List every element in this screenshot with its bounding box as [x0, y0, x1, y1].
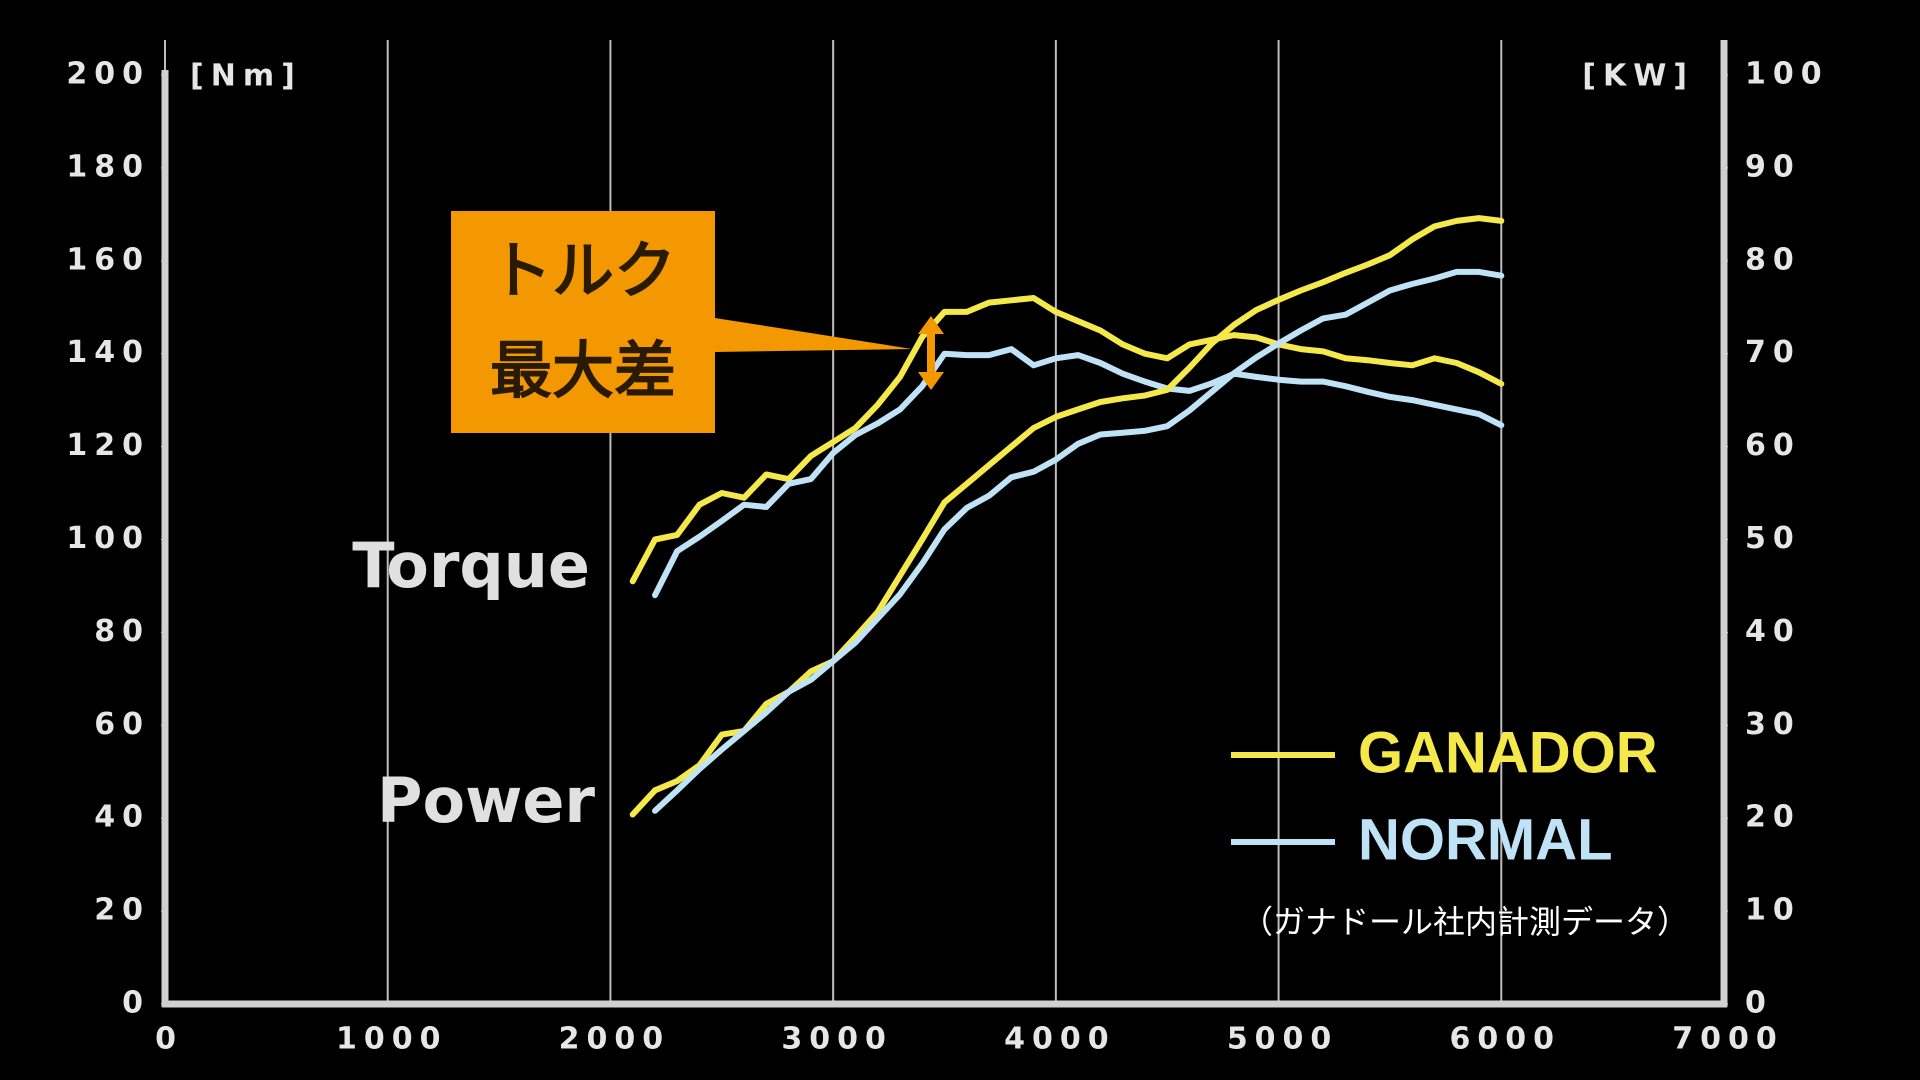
torque-label: Torque [352, 529, 590, 602]
power-label: Power [377, 764, 595, 837]
y-unit: [Nm] [190, 59, 302, 94]
difference-arrow [918, 316, 944, 390]
y2-tick-label: 50 [1745, 521, 1801, 556]
series-line [629, 215, 1505, 818]
y-tick-label: 180 [66, 149, 150, 184]
x-tick-label: 5000 [1227, 1022, 1339, 1057]
y2-tick-label: 100 [1745, 57, 1829, 92]
x-tick-label: 6000 [1450, 1022, 1562, 1057]
y-tick-label: 60 [94, 707, 150, 742]
legend-label: GANADOR [1358, 720, 1658, 785]
y2-tick-label: 40 [1745, 614, 1801, 649]
legend-label: NORMAL [1358, 807, 1613, 872]
x-tick-label: 0 [155, 1022, 183, 1057]
y-tick-label: 20 [94, 893, 150, 928]
y2-tick-label: 10 [1745, 893, 1801, 928]
y-tick-label: 100 [66, 521, 150, 556]
y-tick-label: 0 [122, 986, 150, 1021]
callout-box [451, 211, 715, 433]
x-tick-label: 2000 [559, 1022, 671, 1057]
y2-unit: [KW] [1582, 59, 1694, 94]
callout-pointer [715, 318, 912, 352]
x-tick-label: 7000 [1672, 1022, 1784, 1057]
y2-tick-label: 90 [1745, 149, 1801, 184]
y2-tick-label: 0 [1745, 986, 1773, 1021]
x-tick-label: 1000 [336, 1022, 448, 1057]
y2-tick-label: 20 [1745, 800, 1801, 835]
y-tick-label: 120 [66, 428, 150, 463]
series-line [629, 295, 1505, 585]
callout-line: トルク [490, 234, 676, 307]
note: （ガナドール社内計測データ） [1241, 903, 1689, 941]
y-tick-label: 80 [94, 614, 150, 649]
lines [629, 215, 1505, 818]
series-line [652, 346, 1505, 599]
y2-tick-label: 60 [1745, 428, 1801, 463]
y2-tick-label: 80 [1745, 242, 1801, 277]
callout-line: 最大差 [490, 334, 676, 407]
y2-tick-label: 70 [1745, 335, 1801, 370]
y-tick-label: 160 [66, 242, 150, 277]
y2-tick-label: 30 [1745, 707, 1801, 742]
y-tick-label: 200 [66, 57, 150, 92]
y-tick-label: 140 [66, 335, 150, 370]
legend: GANADOR NORMAL [1231, 720, 1658, 872]
series-line [652, 268, 1505, 814]
x-tick-label: 4000 [1004, 1022, 1116, 1057]
y-tick-label: 40 [94, 800, 150, 835]
x-tick-label: 3000 [781, 1022, 893, 1057]
